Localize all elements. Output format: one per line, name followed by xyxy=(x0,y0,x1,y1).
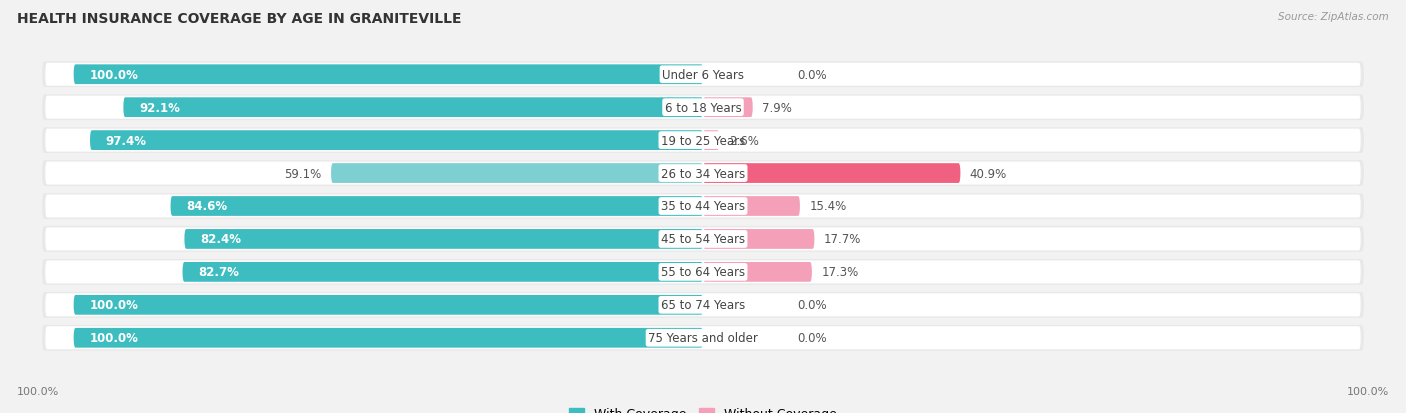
FancyBboxPatch shape xyxy=(703,131,720,151)
Text: 92.1%: 92.1% xyxy=(139,102,180,114)
FancyBboxPatch shape xyxy=(45,162,1361,185)
FancyBboxPatch shape xyxy=(183,262,703,282)
FancyBboxPatch shape xyxy=(45,195,1361,218)
Text: 26 to 34 Years: 26 to 34 Years xyxy=(661,167,745,180)
FancyBboxPatch shape xyxy=(45,261,1361,284)
FancyBboxPatch shape xyxy=(42,227,1364,252)
Text: 0.0%: 0.0% xyxy=(797,69,827,81)
FancyBboxPatch shape xyxy=(45,228,1361,251)
FancyBboxPatch shape xyxy=(42,161,1364,186)
Text: 55 to 64 Years: 55 to 64 Years xyxy=(661,266,745,279)
FancyBboxPatch shape xyxy=(184,230,703,249)
Text: 84.6%: 84.6% xyxy=(187,200,228,213)
FancyBboxPatch shape xyxy=(703,262,811,282)
Text: 15.4%: 15.4% xyxy=(810,200,846,213)
Text: 35 to 44 Years: 35 to 44 Years xyxy=(661,200,745,213)
FancyBboxPatch shape xyxy=(73,328,703,348)
FancyBboxPatch shape xyxy=(330,164,703,183)
FancyBboxPatch shape xyxy=(42,62,1364,88)
Text: 40.9%: 40.9% xyxy=(970,167,1007,180)
Text: 2.6%: 2.6% xyxy=(728,134,759,147)
FancyBboxPatch shape xyxy=(42,95,1364,121)
FancyBboxPatch shape xyxy=(42,259,1364,285)
FancyBboxPatch shape xyxy=(45,64,1361,87)
FancyBboxPatch shape xyxy=(703,230,814,249)
FancyBboxPatch shape xyxy=(703,197,800,216)
Text: 59.1%: 59.1% xyxy=(284,167,322,180)
FancyBboxPatch shape xyxy=(90,131,703,151)
Text: 7.9%: 7.9% xyxy=(762,102,792,114)
Text: 65 to 74 Years: 65 to 74 Years xyxy=(661,299,745,311)
FancyBboxPatch shape xyxy=(42,194,1364,219)
FancyBboxPatch shape xyxy=(703,98,752,118)
Text: HEALTH INSURANCE COVERAGE BY AGE IN GRANITEVILLE: HEALTH INSURANCE COVERAGE BY AGE IN GRAN… xyxy=(17,12,461,26)
FancyBboxPatch shape xyxy=(45,326,1361,349)
Text: 100.0%: 100.0% xyxy=(90,332,138,344)
Text: 82.7%: 82.7% xyxy=(198,266,239,279)
FancyBboxPatch shape xyxy=(42,292,1364,318)
FancyBboxPatch shape xyxy=(45,129,1361,152)
Text: 17.3%: 17.3% xyxy=(821,266,859,279)
FancyBboxPatch shape xyxy=(45,294,1361,317)
Text: 100.0%: 100.0% xyxy=(90,69,138,81)
Text: 100.0%: 100.0% xyxy=(17,387,59,396)
Text: 17.7%: 17.7% xyxy=(824,233,862,246)
Text: 82.4%: 82.4% xyxy=(200,233,242,246)
Text: Under 6 Years: Under 6 Years xyxy=(662,69,744,81)
FancyBboxPatch shape xyxy=(42,325,1364,351)
Text: 75 Years and older: 75 Years and older xyxy=(648,332,758,344)
Text: 45 to 54 Years: 45 to 54 Years xyxy=(661,233,745,246)
Text: 97.4%: 97.4% xyxy=(105,134,146,147)
Text: 100.0%: 100.0% xyxy=(90,299,138,311)
Text: 19 to 25 Years: 19 to 25 Years xyxy=(661,134,745,147)
FancyBboxPatch shape xyxy=(73,65,703,85)
Text: 0.0%: 0.0% xyxy=(797,332,827,344)
FancyBboxPatch shape xyxy=(73,295,703,315)
FancyBboxPatch shape xyxy=(170,197,703,216)
Text: 6 to 18 Years: 6 to 18 Years xyxy=(665,102,741,114)
FancyBboxPatch shape xyxy=(42,128,1364,154)
Text: 100.0%: 100.0% xyxy=(1347,387,1389,396)
FancyBboxPatch shape xyxy=(45,96,1361,119)
Text: 0.0%: 0.0% xyxy=(797,299,827,311)
Text: Source: ZipAtlas.com: Source: ZipAtlas.com xyxy=(1278,12,1389,22)
FancyBboxPatch shape xyxy=(703,164,960,183)
FancyBboxPatch shape xyxy=(124,98,703,118)
Legend: With Coverage, Without Coverage: With Coverage, Without Coverage xyxy=(569,407,837,413)
